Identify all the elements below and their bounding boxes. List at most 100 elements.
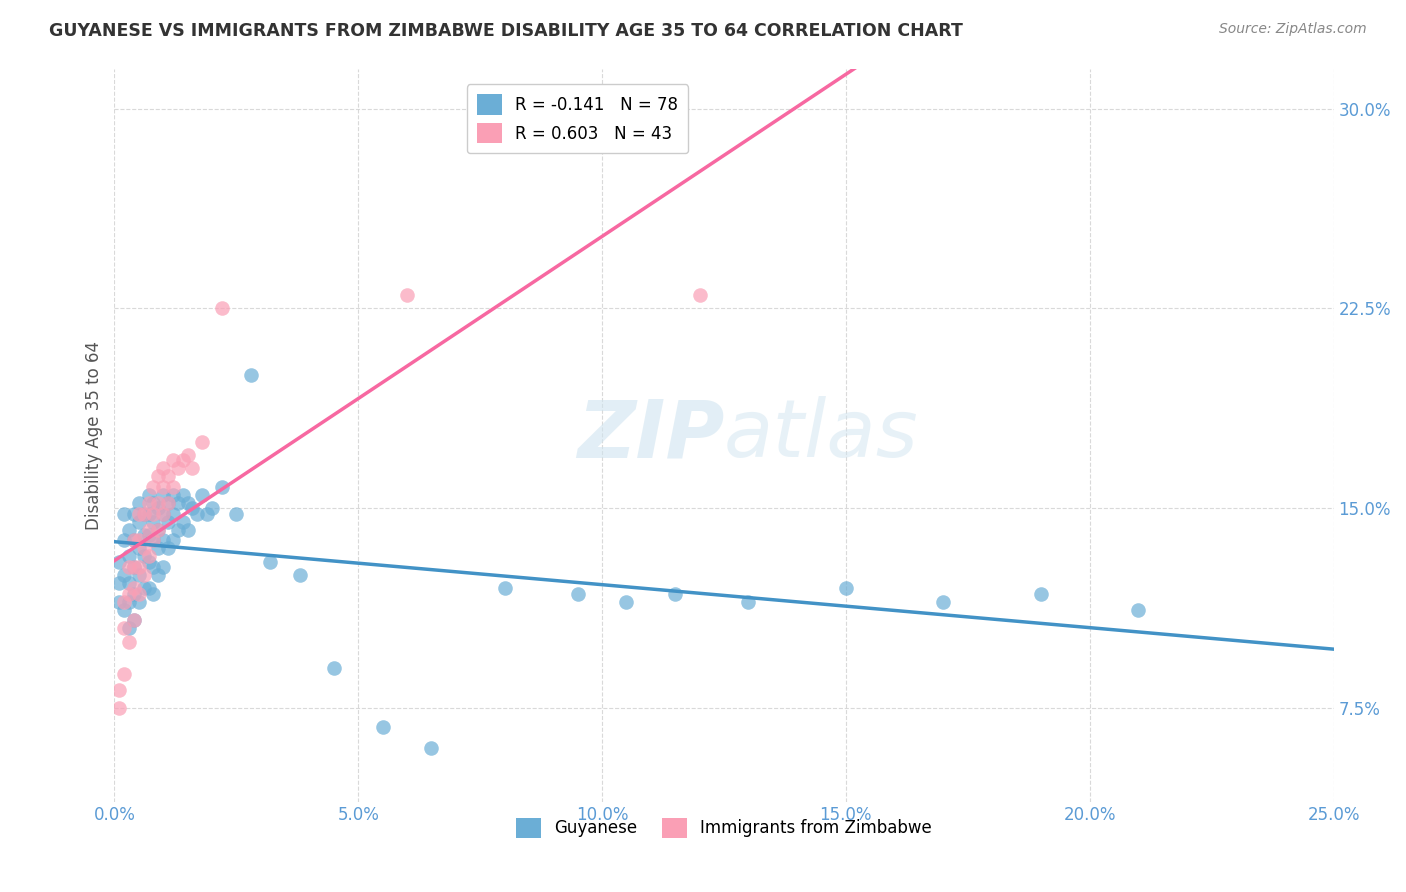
Point — [122, 582, 145, 596]
Point — [118, 523, 141, 537]
Text: GUYANESE VS IMMIGRANTS FROM ZIMBABWE DISABILITY AGE 35 TO 64 CORRELATION CHART: GUYANESE VS IMMIGRANTS FROM ZIMBABWE DIS… — [49, 22, 963, 40]
Point — [157, 515, 180, 529]
Point — [157, 496, 180, 510]
Point — [128, 568, 150, 582]
Point — [176, 448, 198, 462]
Point — [152, 533, 174, 548]
Point — [118, 594, 141, 608]
Point — [112, 621, 135, 635]
Point — [225, 507, 247, 521]
Point — [152, 507, 174, 521]
Point — [371, 720, 394, 734]
Point — [322, 661, 344, 675]
Point — [142, 515, 165, 529]
Point — [176, 496, 198, 510]
Point — [162, 488, 184, 502]
Point — [132, 507, 155, 521]
Point — [128, 507, 150, 521]
Point — [138, 496, 160, 510]
Point — [128, 533, 150, 548]
Point — [567, 587, 589, 601]
Point — [152, 488, 174, 502]
Point — [664, 587, 686, 601]
Point — [138, 555, 160, 569]
Point — [138, 549, 160, 564]
Point — [162, 480, 184, 494]
Point — [148, 469, 170, 483]
Point — [142, 496, 165, 510]
Point — [122, 560, 145, 574]
Point — [132, 528, 155, 542]
Point — [259, 555, 281, 569]
Point — [122, 507, 145, 521]
Point — [118, 587, 141, 601]
Point — [148, 541, 170, 556]
Point — [152, 480, 174, 494]
Point — [112, 568, 135, 582]
Point — [1128, 602, 1150, 616]
Point — [142, 507, 165, 521]
Point — [138, 523, 160, 537]
Point — [152, 461, 174, 475]
Point — [166, 461, 188, 475]
Point — [118, 549, 141, 564]
Point — [108, 555, 131, 569]
Point — [142, 480, 165, 494]
Point — [152, 507, 174, 521]
Text: atlas: atlas — [724, 396, 918, 474]
Point — [395, 288, 418, 302]
Point — [166, 523, 188, 537]
Point — [112, 533, 135, 548]
Point — [148, 523, 170, 537]
Point — [138, 528, 160, 542]
Point — [239, 368, 262, 382]
Point — [108, 682, 131, 697]
Legend: Guyanese, Immigrants from Zimbabwe: Guyanese, Immigrants from Zimbabwe — [509, 811, 939, 845]
Point — [122, 613, 145, 627]
Point — [186, 507, 208, 521]
Point — [181, 501, 204, 516]
Point — [191, 488, 214, 502]
Point — [132, 541, 155, 556]
Point — [132, 507, 155, 521]
Point — [132, 549, 155, 564]
Point — [118, 621, 141, 635]
Y-axis label: Disability Age 35 to 64: Disability Age 35 to 64 — [86, 341, 103, 530]
Point — [835, 582, 858, 596]
Point — [162, 453, 184, 467]
Point — [108, 594, 131, 608]
Point — [166, 496, 188, 510]
Point — [128, 587, 150, 601]
Point — [118, 576, 141, 591]
Point — [142, 533, 165, 548]
Point — [112, 602, 135, 616]
Point — [138, 507, 160, 521]
Point — [148, 568, 170, 582]
Point — [122, 533, 145, 548]
Point — [118, 560, 141, 574]
Point — [152, 560, 174, 574]
Point — [737, 594, 759, 608]
Point — [122, 587, 145, 601]
Point — [128, 515, 150, 529]
Point — [142, 587, 165, 601]
Point — [142, 533, 165, 548]
Point — [172, 515, 194, 529]
Point — [201, 501, 224, 516]
Point — [132, 568, 155, 582]
Point — [148, 523, 170, 537]
Point — [172, 453, 194, 467]
Point — [108, 701, 131, 715]
Point — [138, 582, 160, 596]
Point — [211, 301, 233, 316]
Point — [494, 582, 516, 596]
Point — [195, 507, 218, 521]
Point — [128, 560, 150, 574]
Point — [689, 288, 711, 302]
Point — [122, 560, 145, 574]
Point — [191, 434, 214, 449]
Point — [122, 613, 145, 627]
Point — [162, 533, 184, 548]
Point — [138, 488, 160, 502]
Point — [112, 594, 135, 608]
